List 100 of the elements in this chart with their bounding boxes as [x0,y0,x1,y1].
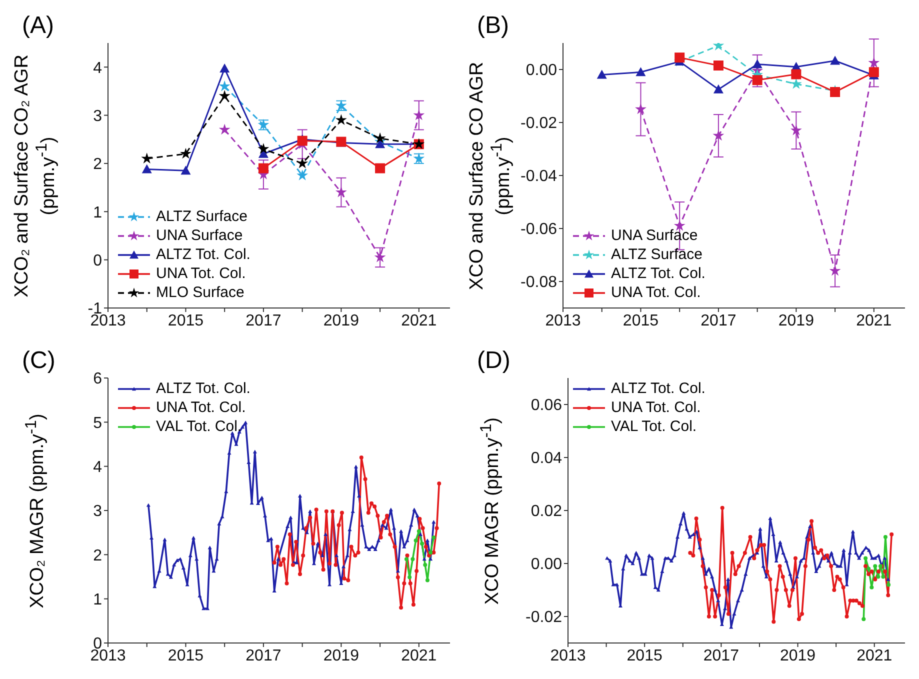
legend-label: VAL Tot. Col. [611,417,697,436]
point [713,84,724,94]
point [596,70,607,79]
x-tick-label: 2017 [246,312,282,330]
legend-label: ALTZ Surface [156,207,248,226]
point [408,575,412,580]
chart-title: (B) [477,12,509,40]
point [420,526,425,530]
point [862,617,866,622]
point [180,148,192,159]
point [218,90,230,101]
x-tick-label: 2015 [626,647,662,664]
x-tick-label: 2017 [703,647,740,664]
point [375,163,386,174]
point [434,526,439,530]
x-tick-label: 2021 [856,312,892,330]
point [382,520,386,524]
point [278,562,283,567]
legend-label: MLO Surface [156,283,244,302]
y-tick-label: -0.02 [520,115,558,132]
point [282,557,286,562]
y-tick-label: 1 [93,204,102,222]
y-tick-label: 0.02 [530,503,562,520]
point [290,562,295,567]
y-tick-label: 3 [93,108,102,125]
point [311,542,316,546]
point [674,52,685,63]
point [790,124,802,136]
y-tick-label: 2 [93,547,102,564]
point [830,87,840,98]
point [335,114,347,125]
point [340,510,344,515]
point [790,78,802,89]
point [142,164,152,174]
point [424,544,428,549]
point [420,542,424,546]
y-tick-label: 4 [93,60,102,77]
point [866,566,871,571]
point [414,538,418,543]
point [428,550,433,554]
x-tick-label: 2021 [401,647,437,664]
point [363,477,368,482]
point [321,568,326,572]
point [359,456,364,460]
point [881,574,886,579]
x-tick-label: 2013 [545,312,581,330]
point [713,60,724,71]
point [218,80,230,92]
point [304,526,308,530]
point [432,535,436,540]
y-tick-label: 5 [93,414,102,432]
chart-title: (A) [22,12,54,40]
point [712,130,724,141]
x-tick-label: 2015 [622,312,659,330]
x-tick-label: 2017 [700,312,736,330]
point [258,143,270,154]
point [886,582,891,587]
point [414,569,419,574]
point [346,578,350,582]
point [636,67,646,76]
point [375,139,386,148]
point [870,585,874,590]
y-tick-label: 4 [93,459,102,476]
y-tick-label: -0.06 [520,221,558,238]
y-tick-label: 6 [93,370,102,388]
point [374,251,386,262]
point [356,550,360,554]
point [353,554,358,558]
point [369,501,374,506]
y-tick-label: -0.02 [526,609,562,626]
point [425,578,430,582]
point [410,557,415,562]
point [416,529,421,534]
point [335,186,347,198]
point [308,516,312,520]
point [297,136,308,146]
point [418,516,422,521]
point [864,556,868,560]
point [296,170,308,180]
point [288,532,292,536]
x-tick-label: 2019 [323,647,360,664]
legend-label: UNA Tot. Col. [611,398,701,417]
point [180,166,191,175]
point [220,64,230,73]
point [423,562,428,567]
point [405,554,410,558]
point [873,564,878,568]
point [427,554,432,558]
point [830,56,840,65]
point [635,103,646,114]
legend-label: ALTZ Tot. Col. [611,379,706,398]
point [437,482,442,486]
x-tick-label: 2019 [323,312,360,330]
point [399,606,404,610]
y-tick-label: 0.04 [530,450,562,468]
y-tick-label: 0.06 [530,397,562,414]
legend-label: ALTZ Surface [611,245,702,264]
y-tick-label: 1 [93,592,102,609]
x-tick-label: 2015 [168,647,204,664]
x-tick-label: 2013 [550,647,586,664]
